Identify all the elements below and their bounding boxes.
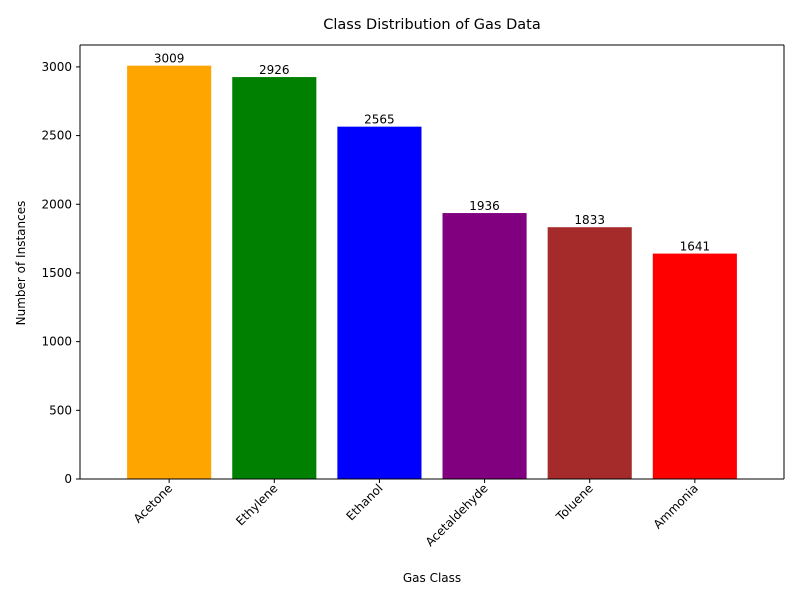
bar-acetaldehyde [442,213,527,479]
data-label: 2926 [259,63,290,77]
y-tick-label: 1000 [41,335,72,349]
data-label: 1936 [469,199,500,213]
bar-toluene [547,227,632,479]
y-tick-label: 500 [49,403,72,417]
data-label: 1833 [574,213,605,227]
data-label: 3009 [154,52,185,66]
y-tick-label: 0 [64,472,72,486]
y-tick-label: 2000 [41,197,72,211]
bar-ethanol [337,126,422,479]
bar-acetone [127,65,212,480]
y-axis-label: Number of Instances [14,201,28,326]
y-tick-label: 1500 [41,266,72,280]
plot-area: 3009 2926 2565 1936 1833 1641 0 500 1000 1500 2000… [41,44,785,549]
bar-ethylene [232,77,317,479]
data-label: 1641 [680,240,711,254]
data-label: 2565 [364,113,395,127]
bar-ammonia [652,253,737,479]
x-axis-label: Gas Class [403,571,461,585]
y-tick-label: 3000 [41,60,72,74]
y-tick-label: 2500 [41,129,72,143]
chart-title: Class Distribution of Gas Data [323,17,540,33]
